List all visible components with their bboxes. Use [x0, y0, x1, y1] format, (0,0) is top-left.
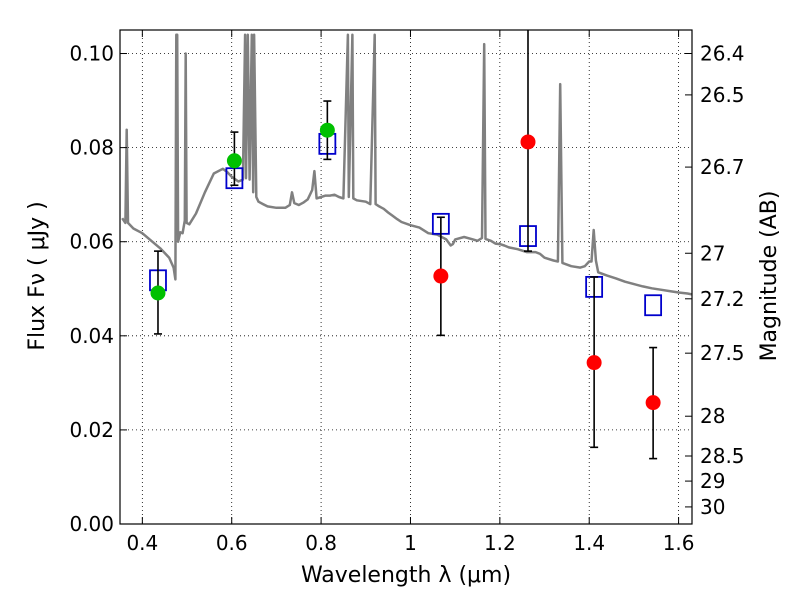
plot-frame [119, 29, 693, 525]
y2-axis-label: Magnitude (AB) [757, 191, 782, 362]
green-data-point [319, 122, 335, 138]
x-tick-label: 1.6 [663, 531, 695, 555]
magnitude-tick-label: 27.5 [700, 341, 745, 365]
x-tick-label: 0.6 [216, 531, 248, 555]
magnitude-tick-label: 30 [700, 495, 725, 519]
x-axis-label: Wavelength λ (μm) [301, 563, 511, 588]
magnitude-tick-label: 26.5 [700, 83, 745, 107]
y-tick-label: 0.06 [69, 230, 114, 254]
magnitude-tick-label: 28 [700, 404, 725, 428]
x-tick-label: 1.2 [484, 531, 516, 555]
red-data-point [520, 134, 536, 150]
grid [120, 30, 692, 525]
red-data-point [433, 268, 449, 284]
x-tick-label: 1.4 [573, 531, 605, 555]
red-data-point [645, 395, 661, 411]
x-tick-label: 1 [404, 531, 417, 555]
y-tick-label: 0.08 [69, 136, 114, 160]
y-tick-label: 0.04 [69, 324, 114, 348]
magnitude-tick-label: 29 [700, 469, 725, 493]
magnitude-tick-label: 27.2 [700, 287, 745, 311]
y-tick-label: 0.10 [69, 42, 114, 66]
x-tick-label: 0.4 [126, 531, 158, 555]
red-data-point [586, 355, 602, 371]
y-tick-label: 0.00 [69, 512, 114, 536]
magnitude-tick-label: 28.5 [700, 444, 745, 468]
green-data-point [150, 285, 166, 301]
model-spectrum-line [121, 33, 692, 296]
plot-data [121, 30, 692, 460]
magnitude-tick-label: 27 [700, 241, 725, 265]
magnitude-tick-label: 26.4 [700, 41, 745, 65]
y-tick-label: 0.02 [69, 418, 114, 442]
axis-ticks: 0.4 0.6 0.8 1 1.2 1.4 1.6 0.00 0.02 0.04 0.06 0.08 0… [69, 30, 745, 555]
model-band-square [644, 294, 663, 317]
y-axis-label: Flux Fν ( μJy ) [25, 201, 50, 350]
x-tick-label: 0.8 [305, 531, 337, 555]
magnitude-tick-label: 26.7 [700, 155, 745, 179]
green-data-point [226, 153, 242, 169]
